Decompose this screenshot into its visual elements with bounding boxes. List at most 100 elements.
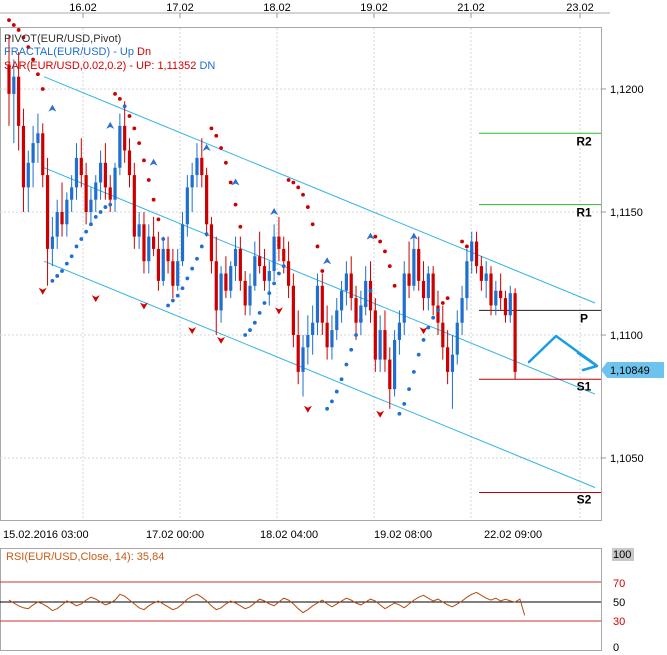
sar-dot (31, 57, 35, 62)
sar-dot (262, 301, 267, 305)
rsi-tick-bg (612, 548, 634, 561)
rsi-tick-label: 30 (613, 616, 625, 628)
candle-body (45, 175, 50, 249)
candle (460, 285, 464, 335)
candle (132, 162, 136, 249)
indicator-legend: PIVOT(EUR/USD,Pivot) FRACTAL(EUR/USD) - … (4, 33, 215, 72)
candle (325, 305, 329, 360)
candle-body (513, 293, 517, 372)
candle (484, 261, 488, 299)
sar-dot (339, 377, 344, 382)
price-tick-label: 1,1200 (610, 84, 644, 96)
sar-name: SAR(EUR/USD,0.02,0.2) (4, 60, 126, 72)
candle (508, 285, 512, 323)
sar-dot (334, 389, 339, 394)
fractal-name: FRACTAL(EUR/USD) (4, 46, 110, 58)
candle-body (190, 175, 194, 188)
sar-dot (127, 114, 132, 118)
candle (224, 256, 228, 299)
sar-dot (305, 205, 310, 209)
rsi-line (8, 591, 526, 616)
current-price-marker: 1,10849 (601, 362, 664, 378)
candle (354, 285, 358, 340)
sar-dot (460, 239, 464, 244)
candle-body (166, 248, 170, 262)
candle (209, 216, 214, 274)
candle-body (176, 261, 180, 286)
rsi-panel-frame (0, 548, 602, 651)
candle-body (368, 280, 373, 311)
fractal-indicator-label: FRACTAL(EUR/USD) - Up Dn (4, 46, 151, 58)
candle (311, 305, 315, 355)
candle-body (311, 322, 315, 335)
candle (479, 256, 483, 291)
candle (70, 175, 74, 212)
candle-body (36, 133, 40, 144)
candle (465, 248, 469, 311)
candle-body (465, 261, 469, 299)
candle-body (296, 335, 300, 372)
sar-up: UP: 1,11352 (136, 60, 196, 72)
candle-body (421, 280, 426, 299)
candle-body (50, 236, 54, 249)
candle-body (41, 133, 45, 176)
sar-dot (16, 28, 21, 32)
price-tick-label: 1,1150 (610, 207, 643, 219)
candle (383, 310, 387, 372)
candle (426, 266, 430, 311)
candle (431, 266, 435, 316)
sar-dot (209, 126, 214, 131)
top-date-label: 23.02 (566, 2, 594, 14)
top-date-label: 18.02 (263, 2, 291, 14)
candle-body (74, 157, 79, 188)
candle-body (344, 273, 348, 291)
candle-body (65, 199, 69, 225)
current-price-label: 1,10849 (610, 365, 650, 377)
candle-body (214, 261, 218, 311)
candle-body (489, 273, 493, 306)
candle (127, 138, 132, 188)
top-date-label: 19.02 (360, 2, 388, 14)
candle-body (185, 187, 189, 225)
price-tick-label: 1,1050 (610, 453, 644, 465)
sar-dot (175, 293, 180, 298)
fractal-up-arrow (231, 178, 240, 186)
candle (407, 241, 411, 299)
candle-body (470, 241, 474, 262)
candle (205, 167, 209, 237)
candle (446, 330, 450, 385)
fractal-down-arrow (217, 336, 226, 344)
candle (253, 241, 257, 291)
bottom-date-label: 17.02 00:00 (146, 529, 204, 541)
candle-body (393, 339, 397, 390)
candle-body (455, 322, 459, 355)
candle (17, 52, 21, 151)
sar-dot (383, 249, 387, 254)
rsi-tick-label: 50 (613, 597, 625, 609)
fractal-up-arrow (106, 121, 115, 129)
candle (306, 315, 310, 365)
candle-body (282, 248, 286, 262)
candle (503, 290, 508, 323)
candle-body (147, 236, 151, 262)
candle (41, 123, 45, 188)
rsi-tick-label: 70 (613, 578, 625, 590)
sar-dot (214, 133, 219, 138)
sar-dot (117, 96, 122, 101)
sar-dot (185, 276, 190, 281)
candle-body (118, 125, 122, 168)
candle (393, 330, 397, 397)
pivot-label-r1: R1 (576, 206, 592, 220)
sar-dot (36, 72, 40, 77)
candle (152, 216, 156, 257)
sar-dot (180, 286, 185, 291)
candle-body (474, 241, 479, 267)
fractal-dn: Dn (137, 46, 151, 58)
sar-dot (286, 178, 291, 182)
sar-dot (358, 318, 363, 323)
sar-dot (436, 308, 440, 313)
sar-dot (373, 234, 378, 239)
candle-body (55, 212, 59, 237)
candle-body (224, 273, 228, 291)
